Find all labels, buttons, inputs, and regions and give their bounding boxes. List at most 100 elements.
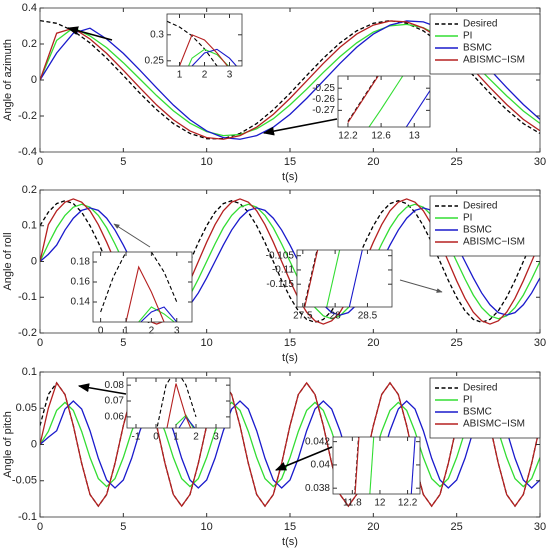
x-tick-label: 2 (202, 70, 208, 81)
y-tick-label: -0.4 (18, 146, 37, 158)
y-axis-label: Angle of pitch (2, 411, 14, 478)
y-tick-label: 0.18 (71, 257, 91, 268)
y-tick-label: 0.038 (305, 483, 330, 494)
legend-label: PI (463, 395, 472, 406)
x-tick-label: 15 (284, 521, 296, 533)
series-line (40, 19, 540, 140)
y-tick-label: 0 (31, 438, 37, 450)
y-tick-label: -0.2 (18, 327, 37, 339)
y-tick-label: -0.05 (12, 475, 37, 487)
arrow (262, 118, 338, 136)
x-tick-label: 11.8 (343, 498, 362, 509)
inset: -1 0 1 2 3 0.06 0.07 0.08 (105, 377, 231, 443)
inset-background (338, 76, 430, 127)
y-tick-label: 0.3 (150, 29, 164, 40)
y-axis-label: Angle of roll (2, 232, 14, 290)
inset: 27.5 28 28.5 -0.105 -0.11 -0.115 (266, 249, 393, 322)
y-tick-label: 0.16 (71, 277, 91, 288)
x-tick-label: 0 (37, 156, 43, 168)
x-tick-label: 30 (534, 337, 546, 349)
y-tick-label: -0.2 (18, 110, 37, 122)
x-tick-label: 10 (201, 156, 213, 168)
x-tick-label: 10 (201, 521, 213, 533)
legend-label: ABISMC−ISM (463, 237, 525, 248)
x-tick-label: 0 (37, 521, 43, 533)
x-tick-label: 20 (367, 337, 379, 349)
series-line (125, 265, 165, 322)
lines (100, 252, 178, 322)
axes-frame (92, 251, 193, 323)
x-tick-label: -1 (132, 432, 141, 443)
x-axis-label: t(s) (282, 171, 298, 183)
x-tick-label: 28.5 (358, 311, 378, 322)
lines (354, 437, 416, 494)
y-tick-label: -0.105 (266, 250, 295, 261)
y-tick-label: -0.1 (18, 511, 37, 523)
legend-label: BSMC (463, 407, 492, 418)
series-line (138, 306, 176, 322)
x-tick-label: 3 (174, 326, 180, 337)
y-tick-label: 0.05 (16, 402, 37, 414)
lines (156, 378, 197, 428)
x-tick-label: 5 (120, 521, 126, 533)
series-line (304, 250, 319, 307)
x-tick-label: 5 (120, 156, 126, 168)
x-tick-label: 25 (451, 337, 463, 349)
y-tick-label: 0.2 (22, 184, 37, 196)
x-tick-label: 12.2 (398, 498, 418, 509)
x-tick-label: 20 (367, 521, 379, 533)
x-tick-label: 2 (193, 432, 199, 443)
y-tick-label: 0 (31, 74, 37, 86)
y-tick-label: 0.08 (105, 380, 125, 391)
x-tick-label: 15 (284, 337, 296, 349)
lines (167, 20, 238, 66)
x-tick-label: 0 (98, 326, 104, 337)
series-line (405, 89, 430, 127)
y-tick-label: -0.26 (312, 94, 335, 105)
legend-label: BSMC (463, 43, 492, 54)
x-tick-label: 30 (534, 521, 546, 533)
legend-label: ABISMC−ISM (463, 55, 525, 66)
x-tick-label: 12 (374, 498, 386, 509)
subplot: 0 5 10 15 20 25 30 -0.4 -0.2 0 0.2 0.4 t(s) Angle of … (2, 2, 546, 183)
subplot: 0 5 10 15 20 25 30-0.2-0.100.10.2t(s)Angle of … (2, 184, 546, 364)
legend-label: PI (463, 213, 472, 224)
legend-label: Desired (463, 19, 497, 30)
inset-background (93, 252, 192, 322)
x-tick-label: 1 (123, 326, 129, 337)
x-tick-label: 25 (451, 521, 463, 533)
series-line (40, 401, 540, 488)
y-tick-label: 0.25 (145, 55, 165, 66)
arrows (66, 26, 443, 471)
series-line (369, 437, 375, 494)
y-tick-label: 0.14 (71, 297, 91, 308)
y-tick-label: 0 (31, 255, 37, 267)
arrow (77, 383, 127, 395)
lines (303, 250, 363, 307)
x-tick-label: 25 (451, 156, 463, 168)
series-line (410, 437, 416, 494)
axes-frame (296, 249, 393, 308)
x-tick-label: 1 (177, 70, 183, 81)
y-tick-label: 0.1 (22, 220, 37, 232)
x-tick-label: 30 (534, 156, 546, 168)
x-axis-label: t(s) (282, 536, 298, 548)
legend-label: Desired (463, 201, 497, 212)
y-tick-label: 0.4 (22, 2, 37, 14)
x-tick-label: 20 (367, 156, 379, 168)
series-line (347, 76, 379, 123)
axes-frame (166, 13, 243, 67)
inset: 1 2 3 0.25 0.3 (145, 13, 243, 81)
series-line (166, 383, 192, 428)
series-line (178, 34, 229, 66)
legend-label: ABISMC−ISM (463, 419, 525, 430)
series-line (368, 76, 404, 127)
lines (347, 76, 430, 127)
y-tick-label: 0.042 (305, 436, 330, 447)
